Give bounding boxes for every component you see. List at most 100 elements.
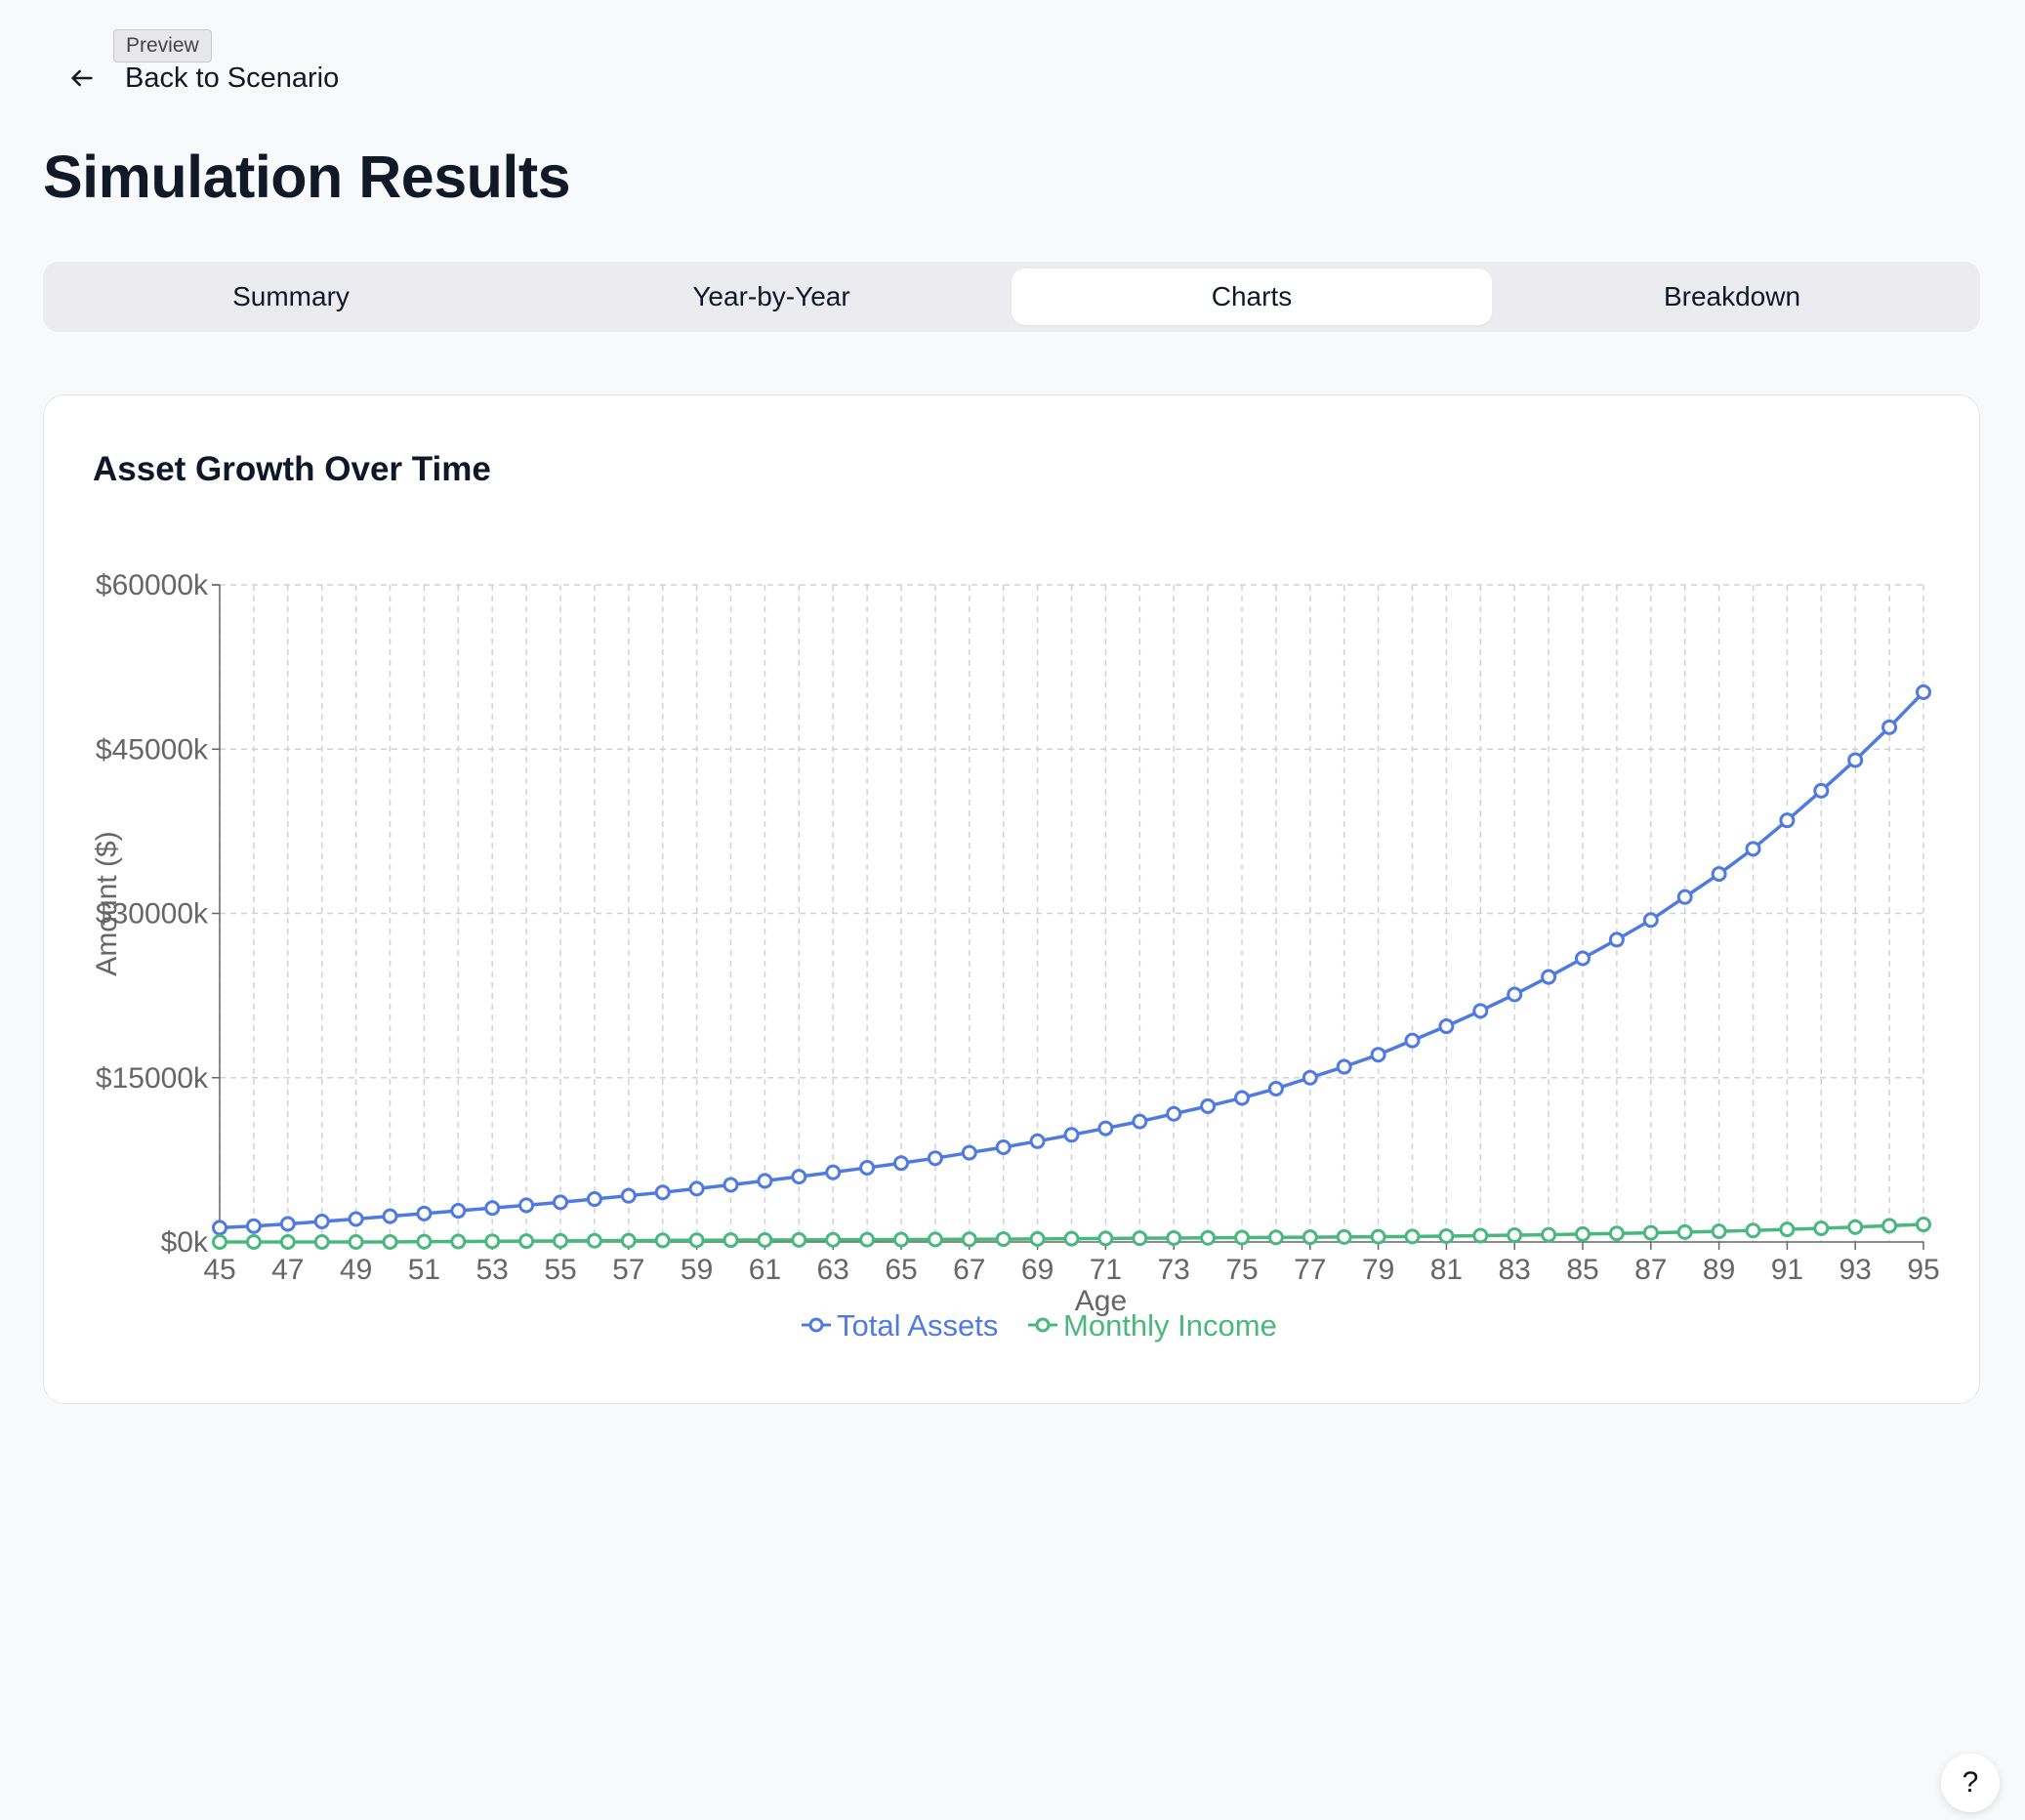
data-point [1711,1223,1727,1240]
data-point [1132,1230,1148,1247]
data-point [1200,1097,1217,1114]
page-title: Simulation Results [43,144,571,210]
data-point [654,1232,671,1249]
x-tick-label: 79 [1362,1254,1394,1286]
x-tick-label: 45 [203,1254,235,1286]
x-tick-label: 89 [1703,1254,1735,1286]
data-point [1642,1224,1659,1241]
data-point [1132,1113,1148,1130]
data-point [1916,1217,1931,1233]
x-tick-label: 59 [681,1254,713,1286]
data-point [1302,1069,1318,1086]
data-point [1404,1228,1421,1245]
x-tick-label: 47 [271,1254,304,1286]
data-point [1166,1105,1182,1122]
x-tick-label: 85 [1566,1254,1598,1286]
y-tick-label: $15000k [96,1062,209,1095]
data-point [825,1164,842,1180]
data-point [586,1232,602,1249]
data-point [348,1211,364,1227]
data-point [1336,1228,1352,1245]
data-point [723,1177,739,1193]
data-point [1063,1127,1080,1143]
data-point [1745,841,1761,857]
y-tick-label: $60000k [96,569,209,601]
data-point [859,1159,876,1176]
data-point [518,1197,535,1214]
data-point [1234,1090,1250,1106]
legend-swatch-marker [808,1317,824,1333]
x-tick-label: 55 [544,1254,576,1286]
data-point [1745,1222,1761,1239]
data-point [654,1184,671,1201]
data-point [1472,1003,1489,1019]
data-point [1234,1229,1250,1246]
preview-badge: Preview [113,29,212,62]
data-point [1029,1230,1046,1247]
x-tick-label: 81 [1430,1254,1463,1286]
data-point [553,1232,568,1249]
data-point [382,1234,398,1250]
x-tick-label: 71 [1090,1254,1122,1286]
chart-card: Asset Growth Over Time $0k $15000k $30000k… [43,394,1980,1404]
data-point [1507,1227,1523,1244]
data-point [1676,1223,1693,1240]
data-point [1711,866,1727,883]
y-axis-label: Amount ($) [91,831,123,975]
data-point [1029,1133,1046,1149]
data-point [1608,931,1625,948]
back-to-scenario-link[interactable]: Back to Scenario [62,59,339,98]
data-point [961,1231,977,1248]
data-point [927,1150,943,1167]
tab-summary[interactable]: Summary [232,281,350,311]
y-tick-label: $0k [161,1226,209,1259]
data-point [688,1180,705,1197]
tab-breakdown[interactable]: Breakdown [1663,281,1801,311]
data-point [1541,1226,1557,1243]
data-point [620,1232,637,1249]
data-point [484,1200,501,1217]
data-point [927,1231,943,1248]
tab-year-by-year[interactable]: Year-by-Year [692,281,850,311]
data-point [723,1232,739,1249]
data-point [1779,1221,1796,1238]
data-point [1847,752,1864,768]
data-point [1642,912,1659,929]
data-point [1336,1058,1352,1075]
data-point [1608,1225,1625,1242]
x-tick-label: 67 [953,1254,985,1286]
data-point [1097,1120,1114,1137]
legend-item-monthly-income: Monthly Income [1063,1308,1277,1343]
data-point [791,1231,807,1248]
x-tick-label: 95 [1907,1254,1939,1286]
data-point [1097,1230,1114,1247]
data-point [1813,1220,1830,1236]
tab-charts[interactable]: Charts [1012,269,1492,325]
data-point [450,1233,467,1250]
data-point [1472,1227,1489,1244]
data-point [995,1231,1012,1248]
x-tick-label: 87 [1634,1254,1667,1286]
x-tick-label: 69 [1021,1254,1054,1286]
x-tick-label: 49 [340,1254,372,1286]
x-tick-label: 91 [1771,1254,1803,1286]
data-point [279,1216,296,1232]
data-point [553,1194,568,1211]
data-point [961,1144,977,1161]
data-point [1676,889,1693,905]
help-button[interactable]: ? [1941,1754,2000,1812]
data-point [1916,683,1931,700]
data-point [416,1233,433,1250]
data-point [1438,1227,1455,1244]
data-point [1541,969,1557,985]
data-point [1200,1229,1217,1246]
data-point [416,1205,433,1221]
x-tick-label: 61 [749,1254,781,1286]
data-point [1438,1018,1455,1035]
data-point [1063,1230,1080,1247]
x-tick-label: 73 [1158,1254,1190,1286]
data-point [1779,812,1796,829]
x-tick-label: 75 [1225,1254,1258,1286]
data-point [313,1234,330,1250]
y-tick-label: $30000k [96,898,209,931]
